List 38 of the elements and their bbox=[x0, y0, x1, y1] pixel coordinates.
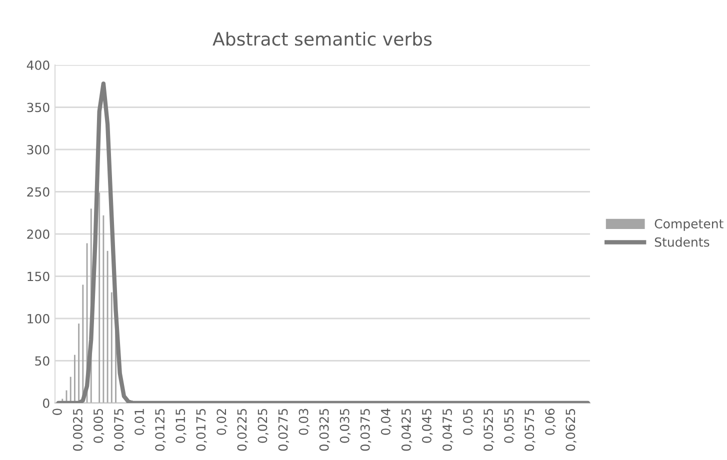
x-tick-label: 0,0425 bbox=[401, 408, 412, 451]
y-tick-label: 400 bbox=[26, 60, 50, 70]
legend-label: Students bbox=[654, 237, 710, 247]
chart-title: Abstract semantic verbs bbox=[212, 32, 432, 46]
y-tick-label: 250 bbox=[27, 187, 50, 197]
y-tick-label: 150 bbox=[28, 272, 50, 282]
x-tick-label: 0,0475 bbox=[442, 408, 454, 451]
x-tick-label: 0,0125 bbox=[155, 408, 166, 451]
y-tick-label: 200 bbox=[27, 229, 50, 239]
y-tick-label: 350 bbox=[27, 102, 50, 112]
x-tick-label: 0,06 bbox=[545, 408, 556, 435]
x-tick-label: 0,01 bbox=[134, 409, 146, 435]
x-tick-label: 0,0225 bbox=[237, 408, 248, 451]
x-tick-label: 0,0375 bbox=[360, 408, 372, 451]
x-tick-label: 0,045 bbox=[422, 408, 433, 443]
x-tick-label: 0 bbox=[52, 408, 62, 415]
x-tick-label: 0,0525 bbox=[484, 408, 494, 451]
x-tick-label: 0,04 bbox=[380, 408, 392, 435]
x-tick-label: 0,025 bbox=[258, 408, 268, 443]
legend-label: Competent bbox=[654, 219, 724, 231]
x-tick-label: 0,0625 bbox=[566, 408, 576, 451]
x-tick-label: 0,035 bbox=[340, 408, 351, 443]
x-tick-label: 0,02 bbox=[216, 409, 228, 435]
x-tick-label: 0,0175 bbox=[196, 408, 207, 451]
y-tick-label: 0 bbox=[43, 398, 50, 408]
y-tick-label: 50 bbox=[35, 356, 50, 366]
x-tick-label: 0,05 bbox=[463, 408, 474, 435]
x-tick-label: 0,0325 bbox=[319, 408, 330, 451]
x-tick-label: 0,0025 bbox=[72, 408, 84, 451]
x-tick-label: 0,0575 bbox=[524, 408, 536, 451]
x-tick-label: 0,03 bbox=[298, 408, 310, 435]
x-tick-label: 0,005 bbox=[94, 408, 104, 443]
y-tick-label: 100 bbox=[28, 314, 50, 324]
x-tick-label: 0,0075 bbox=[114, 408, 125, 451]
x-tick-label: 0,055 bbox=[504, 408, 515, 443]
x-tick-label: 0,0275 bbox=[278, 408, 290, 451]
x-tick-label: 0,015 bbox=[176, 408, 186, 443]
y-tick-label: 300 bbox=[27, 144, 50, 154]
